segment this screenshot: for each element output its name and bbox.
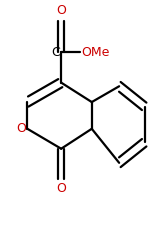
- Text: C: C: [52, 46, 60, 59]
- Text: O: O: [56, 182, 66, 195]
- Text: O: O: [56, 4, 66, 17]
- Text: O: O: [16, 122, 26, 135]
- Text: OMe: OMe: [81, 46, 110, 59]
